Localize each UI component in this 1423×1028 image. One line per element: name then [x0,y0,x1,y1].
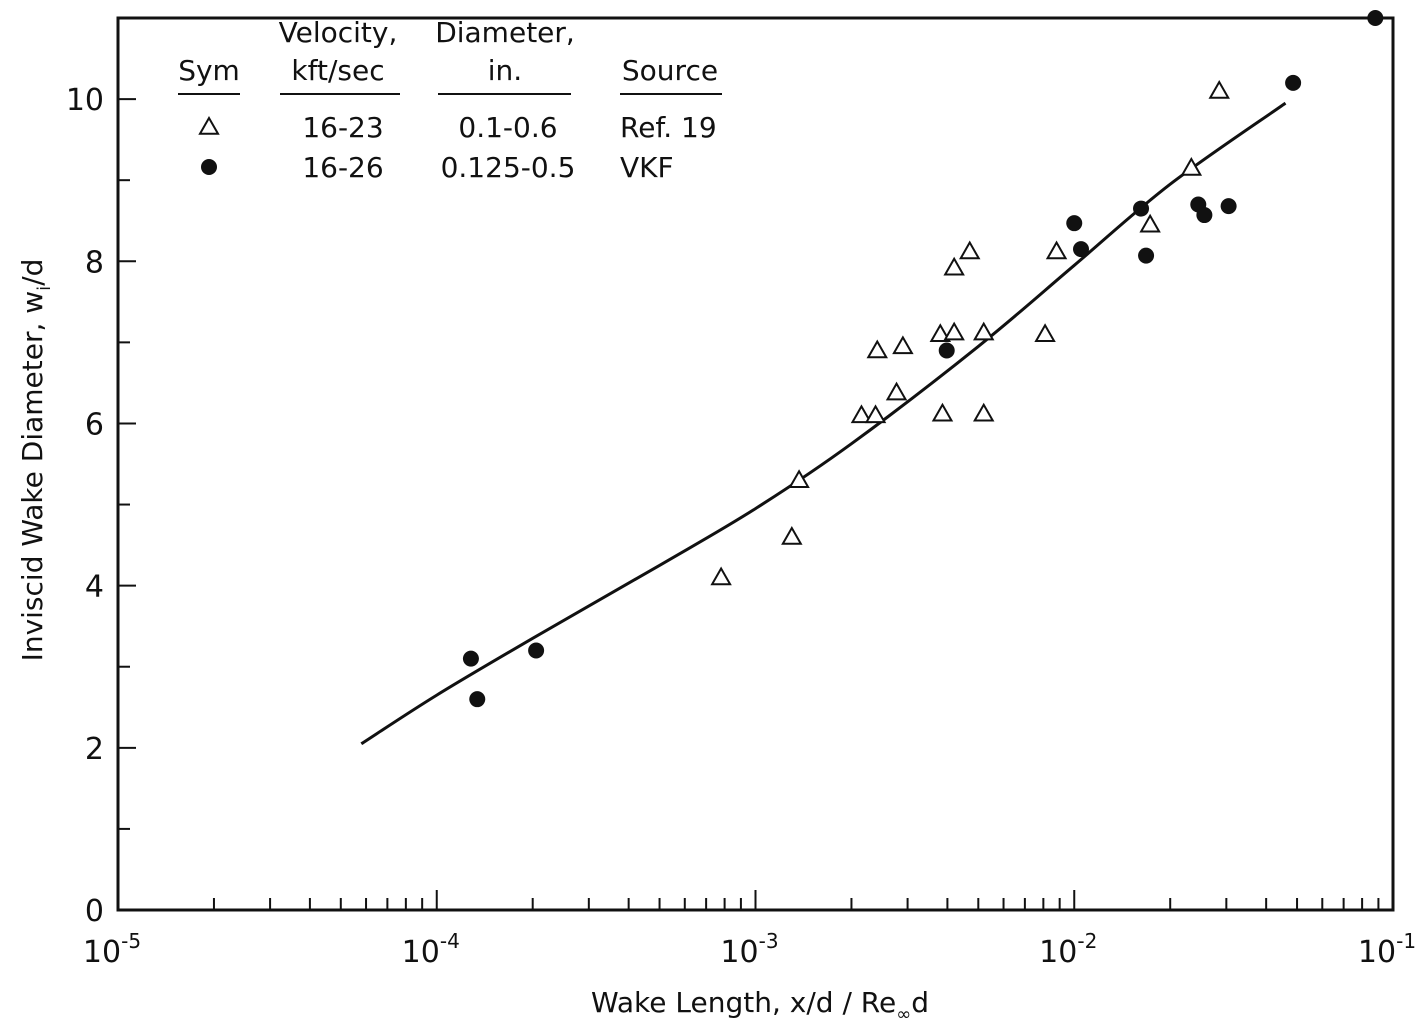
y-tick-label: 2 [85,732,104,767]
point-ref19-triangle [710,566,732,586]
x-tick-label: 10-4 [402,929,460,970]
y-tick-label: 10 [66,83,104,118]
legend-circle-marker [201,159,217,175]
point-ref19-triangle [929,323,952,343]
point-ref19-triangle [931,402,954,422]
legend-diameter: 0.1-0.6 [458,111,557,144]
legend-velocity: 16-26 [302,151,383,184]
point-ref19-triangle [973,402,995,422]
x-axis-ticks: 10-5 10-4 10-3 10-2 10-1 [83,890,1416,970]
point-ref19-triangle [1208,79,1230,99]
y-tick-label: 6 [85,407,104,442]
legend: Sym Velocity, kft/sec Diameter, in. Source 16-… [178,16,722,184]
point-vkf-circle [1220,198,1237,215]
point-ref19-triangle [781,525,803,545]
point-ref19-triangle [850,404,873,424]
point-vkf-circle [938,342,955,359]
point-ref19-triangle [973,321,995,341]
point-vkf-circle [462,650,479,667]
legend-diameter: 0.125-0.5 [441,151,576,184]
point-vkf-circle [1138,247,1155,264]
x-tick-label: 10-2 [1039,929,1097,970]
y-tick-label: 0 [85,894,104,929]
x-tick-label: 10-5 [83,929,141,970]
y-axis-ticks: 0 2 4 6 8 10 [66,83,136,929]
point-ref19-triangle [943,256,965,276]
point-vkf-circle [528,642,545,659]
legend-source: VKF [620,151,674,184]
x-axis-title: Wake Length, x/d / Re∞d [591,986,929,1025]
point-vkf-circle [1066,215,1083,232]
point-vkf-circle [1367,10,1384,26]
point-ref19-triangle [788,469,810,488]
legend-header: kft/sec [291,54,384,87]
point-ref19-triangle [943,321,965,341]
x-tick-label: 10-3 [720,929,778,970]
legend-header: in. [488,54,522,87]
point-ref19-triangle [1045,240,1068,260]
point-ref19-triangle [885,381,908,401]
legend-header: Velocity, [279,16,398,49]
legend-header: Source [622,54,718,87]
point-vkf-circle [1073,241,1090,258]
point-ref19-triangle [892,335,914,355]
data-points-layer [462,10,1384,708]
point-vkf-circle [1196,207,1213,224]
y-axis-title: Inviscid Wake Diameter, wi/d [16,259,55,662]
point-ref19-triangle [866,339,888,359]
point-ref19-triangle [1180,157,1203,176]
point-ref19-triangle [1034,323,1056,343]
x-tick-label: 10-1 [1358,929,1416,970]
fit-curve [360,101,1287,746]
legend-header: Sym [178,54,240,87]
legend-header: Diameter, [435,16,575,49]
point-vkf-circle [1133,200,1150,217]
y-tick-label: 8 [85,245,104,280]
point-ref19-triangle [959,240,981,260]
point-ref19-triangle [1139,213,1161,233]
point-ref19-triangle [864,404,887,424]
legend-triangle-marker [198,115,220,135]
legend-source: Ref. 19 [620,111,717,144]
point-vkf-circle [469,691,486,708]
point-vkf-circle [1285,74,1302,91]
legend-velocity: 16-23 [302,111,383,144]
y-tick-label: 4 [85,570,104,605]
fit-curve-layer [360,101,1287,746]
